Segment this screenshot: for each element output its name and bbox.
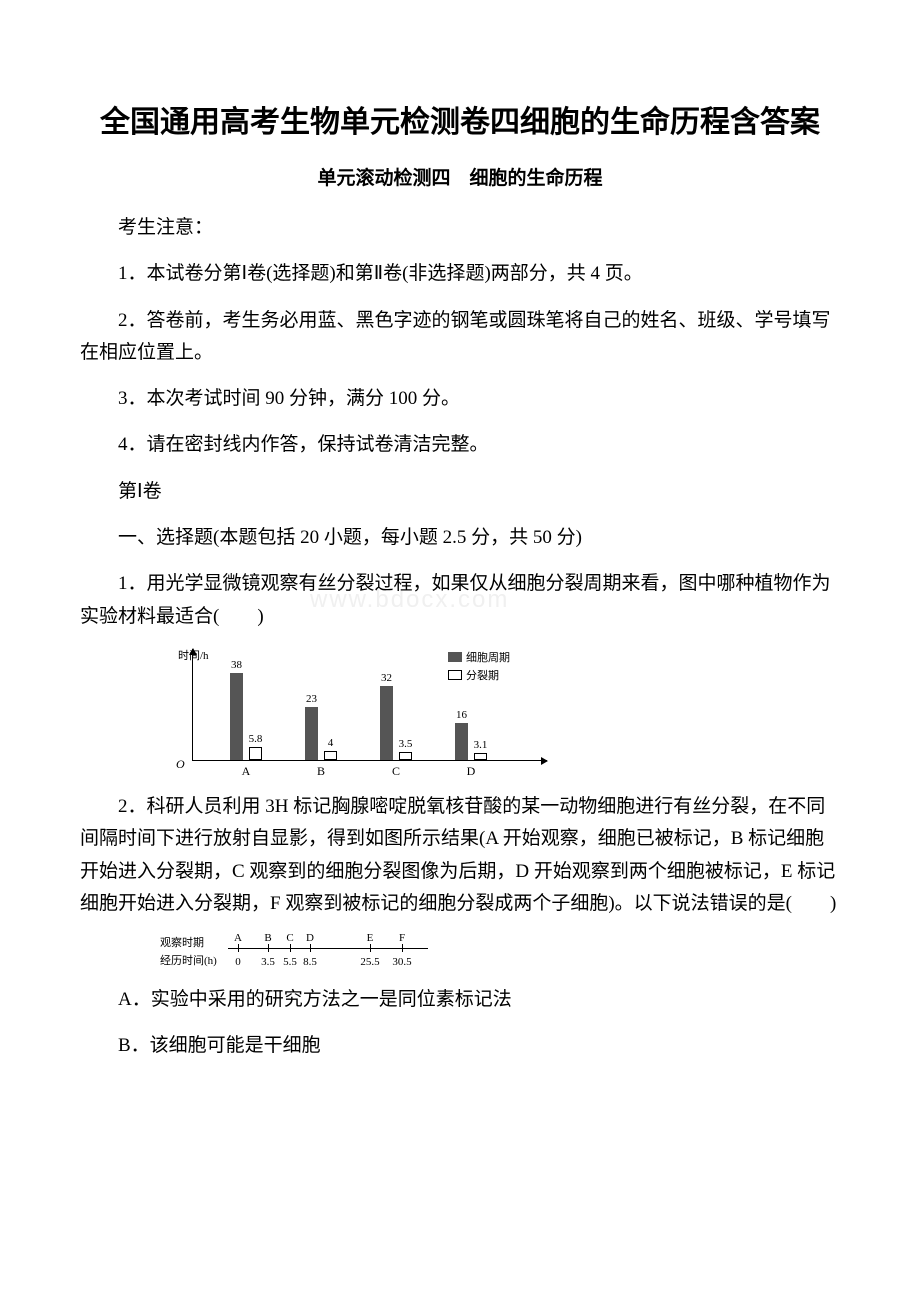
instruction-4: 4．请在密封线内作答，保持试卷清洁完整。	[80, 429, 840, 461]
timeline-value-label: 0	[235, 956, 241, 968]
timeline-mark-label: B	[264, 932, 271, 944]
timeline-tick	[238, 944, 239, 952]
timeline-tick	[268, 944, 269, 952]
chart1-bar-light	[474, 753, 487, 760]
timeline-axis	[228, 948, 428, 949]
legend-dark-label: 细胞周期	[466, 649, 510, 665]
chart1-bar-light-label: 3.1	[474, 739, 488, 751]
timeline-tick	[290, 944, 291, 952]
timeline-mark-label: A	[234, 932, 242, 944]
legend-light-label: 分裂期	[466, 667, 499, 683]
question-2: 2．科研人员利用 3H 标记胸腺嘧啶脱氧核苷酸的某一动物细胞进行有丝分裂，在不同…	[80, 791, 840, 920]
chart1-bar-dark-label: 16	[456, 709, 467, 721]
chart1-bar-dark	[455, 723, 468, 760]
chart1-category-label: A	[242, 764, 251, 779]
chart1-legend: 细胞周期 分裂期	[448, 649, 510, 685]
timeline-mark-label: E	[367, 932, 374, 944]
chart1-bar-light-label: 3.5	[399, 738, 413, 750]
page-title: 全国通用高考生物单元检测卷四细胞的生命历程含答案	[80, 100, 840, 145]
timeline-value-label: 8.5	[303, 956, 317, 968]
chart1-bar-dark	[230, 673, 243, 760]
timeline-value-label: 5.5	[283, 956, 297, 968]
timeline-tick	[402, 944, 403, 952]
chart1-bar-dark-label: 32	[381, 672, 392, 684]
subtitle: 单元滚动检测四 细胞的生命历程	[80, 163, 840, 190]
chart-1: 时间/h O 细胞周期 分裂期 385.8A234B323.5C163.1D	[160, 647, 840, 777]
chart1-bar-dark-label: 23	[306, 693, 317, 705]
section-first: 第Ⅰ卷	[80, 476, 840, 508]
timeline-tick	[310, 944, 311, 952]
legend-swatch-dark	[448, 652, 462, 662]
instructions-header: 考生注意：	[80, 212, 840, 244]
timeline-value-label: 25.5	[360, 956, 379, 968]
timeline-mark-label: F	[399, 932, 405, 944]
instruction-3: 3．本次考试时间 90 分钟，满分 100 分。	[80, 383, 840, 415]
chart1-bar-light	[399, 752, 412, 760]
timeline-row1-label: 观察时期	[160, 934, 228, 952]
chart1-bar-light	[324, 751, 337, 760]
chart1-bar-light-label: 4	[328, 737, 334, 749]
timeline-value-label: 3.5	[261, 956, 275, 968]
legend-swatch-light	[448, 670, 462, 680]
chart1-bar-dark	[380, 686, 393, 760]
q2-option-b: B．该细胞可能是干细胞	[80, 1030, 840, 1062]
chart1-bar-dark	[305, 707, 318, 760]
chart1-category-label: C	[392, 764, 400, 779]
q2-option-a: A．实验中采用的研究方法之一是同位素标记法	[80, 984, 840, 1016]
instruction-1: 1．本试卷分第Ⅰ卷(选择题)和第Ⅱ卷(非选择题)两部分，共 4 页。	[80, 258, 840, 290]
timeline-value-label: 30.5	[392, 956, 411, 968]
instruction-2: 2．答卷前，考生务必用蓝、黑色字迹的钢笔或圆珠笔将自己的姓名、班级、学号填写在相…	[80, 305, 840, 370]
chart1-category-label: B	[317, 764, 325, 779]
chart1-category-label: D	[467, 764, 476, 779]
chart1-origin: O	[176, 757, 185, 772]
chart1-bar-light	[249, 747, 262, 760]
timeline-row2-label: 经历时间(h)	[160, 952, 228, 970]
timeline-mark-label: D	[306, 932, 314, 944]
chart1-bar-dark-label: 38	[231, 659, 242, 671]
section-mc-header: 一、选择题(本题包括 20 小题，每小题 2.5 分，共 50 分)	[80, 522, 840, 554]
chart1-bar-light-label: 5.8	[249, 733, 263, 745]
timeline-mark-label: C	[286, 932, 293, 944]
chart1-y-axis	[192, 649, 193, 761]
timeline-tick	[370, 944, 371, 952]
chart1-x-axis	[192, 760, 547, 761]
timeline-chart: 观察时期 A B C D E F 经历时间(h) 0 3.5 5.5 8.5 25.5 30.5	[160, 934, 840, 970]
question-1: 1．用光学显微镜观察有丝分裂过程，如果仅从细胞分裂周期来看，图中哪种植物作为实验…	[80, 568, 840, 633]
